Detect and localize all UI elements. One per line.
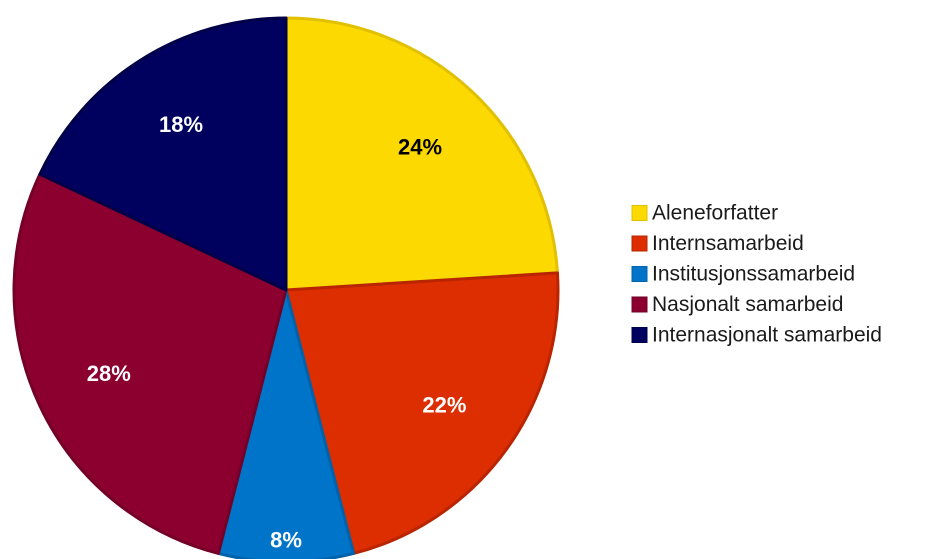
legend-swatch [631,296,648,313]
legend-item: Internsamarbeid [631,232,804,255]
pie-slice-internasjonalt-samarbeid [38,16,288,292]
slice-value-label: 8% [270,528,302,553]
legend-item: Internasjonalt samarbeid [631,324,882,347]
legend-item: Nasjonalt samarbeid [631,293,843,316]
slice-value-label: 22% [422,393,466,418]
legend-label: Institusjonssamarbeid [652,263,855,286]
legend-swatch [631,205,648,221]
slice-value-label: 24% [398,135,442,160]
pie-slices [12,16,560,559]
legend-swatch [631,327,648,343]
legend-item: Aleneforfatter [631,202,778,225]
legend-swatch [631,235,648,252]
legend-label: Internsamarbeid [652,232,804,255]
pie-slice-internsamarbeid [284,271,560,555]
legend-label: Internasjonalt samarbeid [652,324,882,347]
slice-value-label: 28% [87,361,131,386]
legend: Aleneforfatter Internsamarbeid Institusjon… [631,202,882,347]
legend-label: Nasjonalt samarbeid [652,293,843,316]
pie-slice-nasjonalt-samarbeid [12,172,288,555]
pie-slice-labels: 24% 22% 8% 28% 18% [87,112,467,553]
slice-value-label: 18% [159,112,203,137]
legend-label: Aleneforfatter [652,202,778,225]
pie-slice-institusjonssamarbeid [216,288,356,559]
legend-swatch [631,266,648,282]
legend-item: Institusjonssamarbeid [631,263,855,286]
pie-slice-aleneforfatter [284,16,559,292]
